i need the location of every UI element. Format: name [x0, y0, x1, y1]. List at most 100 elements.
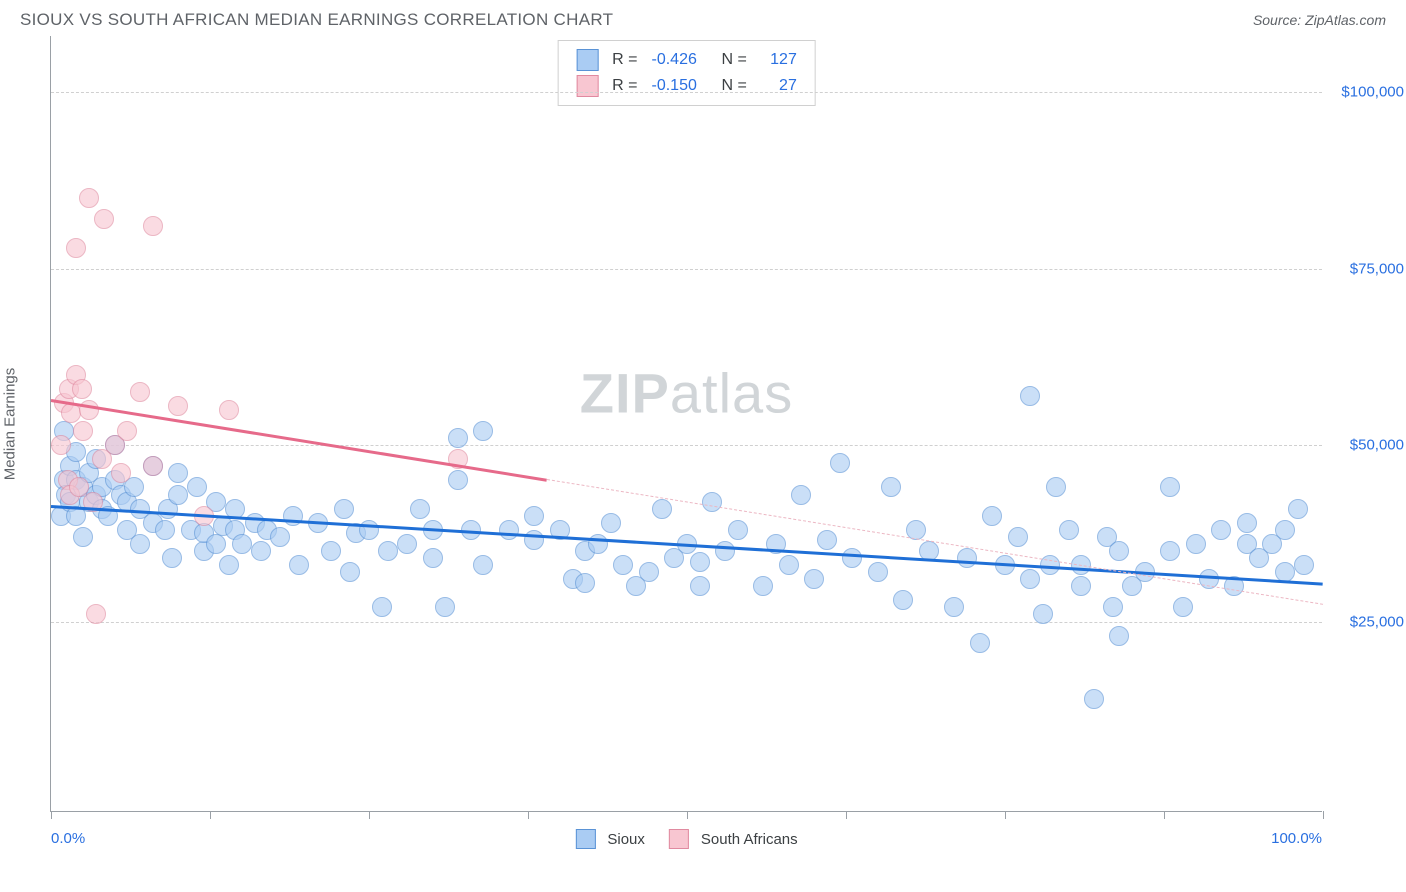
scatter-point	[639, 562, 659, 582]
scatter-point	[397, 534, 417, 554]
scatter-point	[359, 520, 379, 540]
legend-n-label: N =	[722, 51, 747, 69]
series-name: South Africans	[701, 831, 798, 848]
x-tick	[1005, 811, 1006, 819]
scatter-point	[473, 421, 493, 441]
scatter-point	[702, 492, 722, 512]
scatter-point	[601, 513, 621, 533]
series-legend-item: South Africans	[669, 829, 798, 849]
scatter-point	[168, 485, 188, 505]
scatter-point	[270, 527, 290, 547]
legend-swatch	[576, 49, 598, 71]
x-tick	[210, 811, 211, 819]
legend-row: R =-0.150N =27	[576, 73, 797, 99]
scatter-point	[893, 590, 913, 610]
legend-n-value: 127	[761, 51, 797, 69]
scatter-point	[575, 573, 595, 593]
scatter-point	[155, 520, 175, 540]
scatter-point	[111, 463, 131, 483]
scatter-point	[448, 470, 468, 490]
x-tick	[846, 811, 847, 819]
scatter-point	[804, 569, 824, 589]
scatter-point	[340, 562, 360, 582]
scatter-point	[73, 421, 93, 441]
scatter-point	[1294, 555, 1314, 575]
scatter-point	[1084, 689, 1104, 709]
scatter-point	[73, 527, 93, 547]
scatter-point	[162, 548, 182, 568]
x-axis-min-label: 0.0%	[51, 830, 85, 847]
correlation-legend: R = -0.426 N = 127 R =-0.150N =27	[557, 40, 816, 106]
series-legend: SiouxSouth Africans	[575, 829, 797, 849]
x-tick	[687, 811, 688, 819]
scatter-point	[1109, 541, 1129, 561]
scatter-point	[372, 597, 392, 617]
scatter-point	[588, 534, 608, 554]
scatter-point	[1020, 386, 1040, 406]
scatter-point	[79, 188, 99, 208]
scatter-point	[1103, 597, 1123, 617]
scatter-point	[1173, 597, 1193, 617]
gridline	[51, 445, 1322, 446]
scatter-point	[130, 382, 150, 402]
scatter-point	[1160, 477, 1180, 497]
chart-container: Median Earnings ZIPatlas R =-0.426N =127…	[20, 36, 1386, 812]
scatter-point	[448, 428, 468, 448]
scatter-point	[779, 555, 799, 575]
legend-r-label: R =	[612, 51, 637, 69]
scatter-point	[1059, 520, 1079, 540]
scatter-point	[86, 604, 106, 624]
scatter-point	[232, 534, 252, 554]
scatter-point	[187, 477, 207, 497]
x-tick	[369, 811, 370, 819]
scatter-point	[944, 597, 964, 617]
scatter-point	[690, 552, 710, 572]
y-tick-label: $25,000	[1328, 613, 1404, 630]
scatter-point	[251, 541, 271, 561]
scatter-point	[168, 463, 188, 483]
scatter-point	[868, 562, 888, 582]
scatter-point	[1160, 541, 1180, 561]
legend-swatch	[669, 829, 689, 849]
scatter-point	[1020, 569, 1040, 589]
y-tick-label: $75,000	[1328, 260, 1404, 277]
scatter-point	[1186, 534, 1206, 554]
y-axis-label: Median Earnings	[2, 368, 19, 481]
scatter-point	[830, 453, 850, 473]
scatter-point	[1288, 499, 1308, 519]
scatter-point	[219, 555, 239, 575]
x-tick	[1164, 811, 1165, 819]
scatter-point	[130, 534, 150, 554]
legend-r-value: -0.426	[652, 51, 712, 69]
scatter-point	[753, 576, 773, 596]
watermark: ZIPatlas	[580, 360, 793, 425]
scatter-point	[206, 534, 226, 554]
scatter-point	[1109, 626, 1129, 646]
scatter-point	[117, 421, 137, 441]
legend-swatch	[575, 829, 595, 849]
gridline	[51, 269, 1322, 270]
legend-swatch	[576, 75, 598, 97]
scatter-point	[94, 209, 114, 229]
scatter-point	[1033, 604, 1053, 624]
scatter-point	[1275, 520, 1295, 540]
gridline	[51, 92, 1322, 93]
scatter-point	[1211, 520, 1231, 540]
scatter-point	[435, 597, 455, 617]
scatter-point	[66, 238, 86, 258]
scatter-point	[334, 499, 354, 519]
x-axis-max-label: 100.0%	[1271, 830, 1322, 847]
scatter-point	[378, 541, 398, 561]
x-tick	[1323, 811, 1324, 819]
scatter-point	[143, 216, 163, 236]
scatter-point	[1008, 527, 1028, 547]
chart-title: SIOUX VS SOUTH AFRICAN MEDIAN EARNINGS C…	[20, 10, 613, 30]
scatter-point	[1071, 576, 1091, 596]
scatter-point	[219, 400, 239, 420]
scatter-point	[957, 548, 977, 568]
scatter-point	[289, 555, 309, 575]
scatter-point	[143, 456, 163, 476]
scatter-point	[168, 396, 188, 416]
scatter-point	[499, 520, 519, 540]
scatter-point	[613, 555, 633, 575]
